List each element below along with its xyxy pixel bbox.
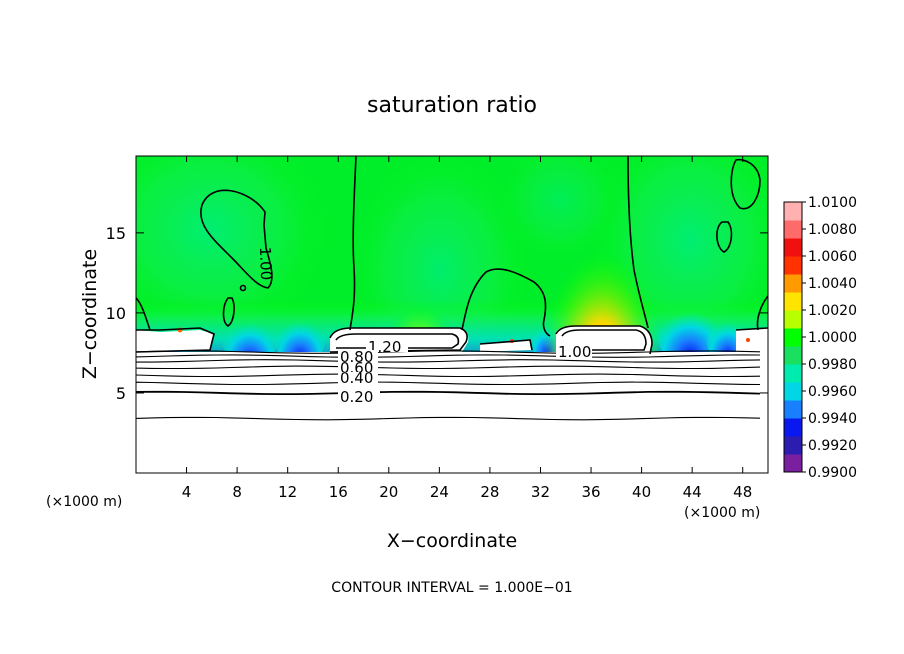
x-tick-label: 24 xyxy=(430,483,449,501)
colorbar-swatch xyxy=(784,400,802,419)
cyan-region xyxy=(136,156,330,340)
contour-1.00 xyxy=(349,156,357,331)
y-tick-label: 15 xyxy=(106,224,126,243)
blue-lobe xyxy=(656,294,724,366)
contour-cloud-edge xyxy=(335,333,460,349)
contour-level-line xyxy=(136,416,761,421)
x-unit-left: (×1000 m) xyxy=(46,494,122,510)
x-tick-label: 16 xyxy=(329,483,348,501)
colorbar-label: 1.0100 xyxy=(808,195,857,211)
x-tick-label: 8 xyxy=(232,483,242,501)
below-cloud-region xyxy=(136,352,768,473)
contour-label: 1.00 xyxy=(558,343,591,361)
colorbar-swatch xyxy=(784,238,802,257)
colorbar-label: 0.9960 xyxy=(808,384,857,400)
colorbar-label: 1.0020 xyxy=(808,303,857,319)
x-axis: 4 8 12 16 20 24 28 32 36 40 44 48 xyxy=(182,156,752,501)
contour-label: 0.20 xyxy=(340,388,373,406)
contour-level-line xyxy=(136,354,761,358)
contour-lines xyxy=(136,156,768,355)
colorbar-swatch xyxy=(784,454,802,473)
colorbar-swatch xyxy=(784,364,802,383)
contour-1.00 xyxy=(756,295,768,331)
contour-cloud-edge xyxy=(561,329,647,351)
colorbar-swatch xyxy=(784,346,802,365)
colorbar-label: 1.0040 xyxy=(808,276,857,292)
x-tick-label: 20 xyxy=(379,483,398,501)
cloud-patch xyxy=(736,328,768,352)
colorbar-swatch xyxy=(784,292,802,311)
x-tick-label: 28 xyxy=(480,483,499,501)
colorbar-label: 0.9900 xyxy=(808,465,857,481)
contour-level-line xyxy=(136,350,761,354)
footer-contour-interval: CONTOUR INTERVAL = 1.000E−01 xyxy=(331,580,572,596)
x-tick-label: 44 xyxy=(683,483,702,501)
x-tick-label: 48 xyxy=(733,483,752,501)
y-tick-label: 5 xyxy=(116,384,126,403)
y-axis: 5 10 15 xyxy=(106,224,768,403)
y-tick-label: 10 xyxy=(106,304,126,323)
cloud-patch xyxy=(136,330,214,352)
colorbar-swatch xyxy=(784,274,802,293)
x-unit-right: (×1000 m) xyxy=(684,505,760,521)
blue-lobe xyxy=(274,306,326,366)
contour-level-line xyxy=(136,359,761,363)
y-axis-label: Z−coordinate xyxy=(79,249,101,379)
contour-cloud-edge xyxy=(555,325,653,355)
contour-level-line xyxy=(136,390,761,395)
colorbar-label: 1.0060 xyxy=(808,249,857,265)
colorbar-swatch xyxy=(784,310,802,329)
chart-title: saturation ratio xyxy=(367,93,537,118)
contour-1.00 xyxy=(627,156,649,329)
contour-label: 0.80 xyxy=(340,348,373,366)
contour-level-line xyxy=(136,381,761,386)
plot-frame xyxy=(135,155,769,474)
colorbar-swatch xyxy=(784,328,802,347)
colorbar-label: 1.0080 xyxy=(808,222,857,238)
colorbar-swatch xyxy=(784,202,802,221)
colorbar-swatch xyxy=(784,220,802,239)
colorbar-swatch xyxy=(784,436,802,455)
contour-level-line xyxy=(136,365,761,370)
contour-label: 0.40 xyxy=(340,369,373,387)
colorbar-swatch xyxy=(784,382,802,401)
x-tick-label: 36 xyxy=(581,483,600,501)
colorbar-label: 0.9980 xyxy=(808,357,857,373)
contour-cloud-edge xyxy=(136,327,215,353)
contour-labels: 1.00 1.00 1.20 0.80 0.60 0.40 0.20 xyxy=(256,247,592,406)
colorbar-label: 0.9940 xyxy=(808,411,857,427)
plot-area xyxy=(136,156,768,473)
colorbar-swatch xyxy=(784,418,802,437)
contour-label: 1.00 xyxy=(256,247,275,281)
contour-1.00 xyxy=(200,189,273,289)
colorbar-swatch xyxy=(784,256,802,275)
contour-1.00 xyxy=(461,268,551,337)
colorbar-label: 1.0000 xyxy=(808,330,857,346)
below-cloud-contours xyxy=(136,350,761,421)
contour-level-line xyxy=(136,373,761,378)
x-axis-label: X−coordinate xyxy=(387,530,517,552)
x-tick-label: 12 xyxy=(278,483,297,501)
contour-cloud-edge xyxy=(735,327,768,331)
contour-1.00 xyxy=(239,284,247,292)
contour-1.00 xyxy=(222,297,235,327)
contour-1.00 xyxy=(716,221,733,253)
x-tick-label: 4 xyxy=(182,483,192,501)
x-tick-label: 40 xyxy=(632,483,651,501)
contour-1.00 xyxy=(730,158,761,210)
contour-cloud-edge xyxy=(329,327,468,353)
colorbar: 1.0100 1.0080 1.0060 1.0040 1.0020 1.0000 0.99… xyxy=(783,195,857,481)
contour-1.00 xyxy=(136,297,151,331)
x-tick-label: 32 xyxy=(531,483,550,501)
colorbar-label: 0.9920 xyxy=(808,438,857,454)
red-speck xyxy=(746,338,750,342)
contour-cloud-edge xyxy=(479,339,533,351)
